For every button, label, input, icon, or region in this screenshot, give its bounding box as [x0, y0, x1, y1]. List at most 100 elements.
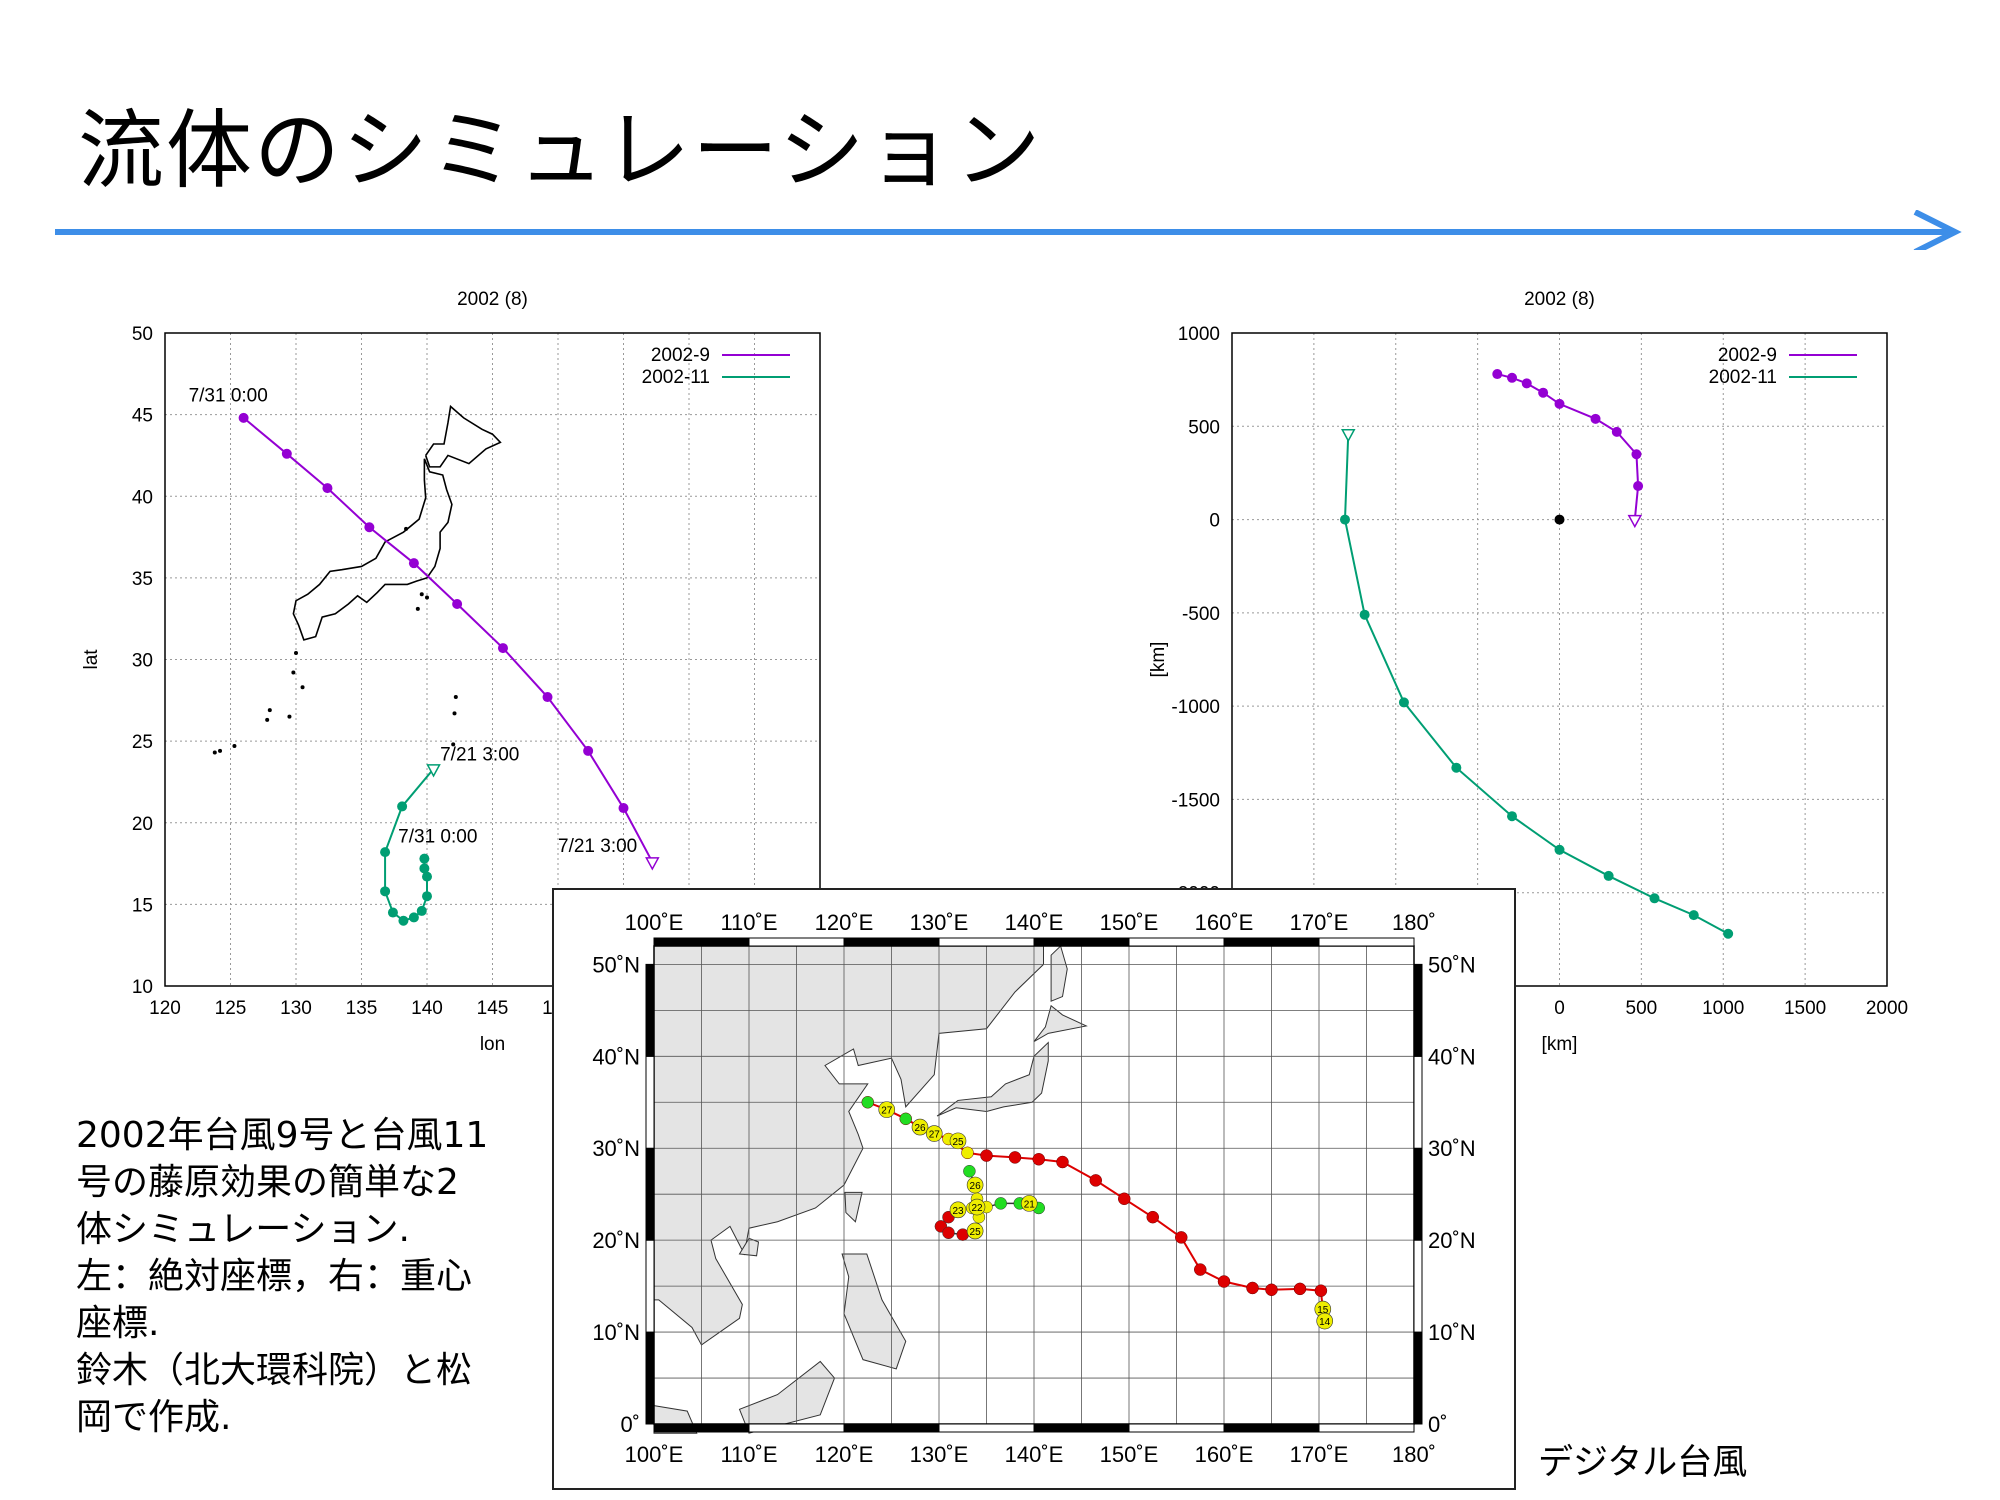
typhoon9-track-point: [1217, 1275, 1231, 1288]
day-label: 15: [1317, 1305, 1329, 1316]
x-axis-label: [km]: [1542, 1034, 1578, 1055]
day-label-marker: [1316, 1312, 1334, 1330]
map-lat-label: 50˚N: [592, 952, 640, 977]
data-point: [583, 745, 594, 756]
island-marker: [453, 695, 458, 700]
typhoon9-track-point: [861, 1096, 874, 1109]
land-island: [841, 1253, 907, 1370]
island-marker: [218, 748, 223, 753]
map-border-segment: [645, 963, 655, 1057]
island-marker: [212, 750, 217, 755]
land-island: [844, 1191, 863, 1223]
y-axis-label: [km]: [1148, 642, 1169, 678]
day-label-marker: [966, 1222, 984, 1240]
data-point: [1723, 928, 1734, 939]
island-marker: [294, 650, 298, 655]
map-lon-label: 130˚E: [910, 1442, 969, 1467]
day-label: 23: [952, 1206, 964, 1217]
map-lat-label: 0˚: [1428, 1412, 1448, 1437]
description-line: 左：絶対座標，右：重心: [76, 1256, 473, 1297]
x-tick-label: 120: [149, 998, 181, 1019]
map-lon-label: 110˚E: [720, 1442, 777, 1467]
plot-title: 2002 (8): [457, 289, 528, 310]
data-point: [542, 692, 553, 703]
map-lon-label: 150˚E: [1100, 1442, 1159, 1467]
y-axis-label: lat: [81, 649, 102, 670]
series-line-2002-11: [1343, 433, 1729, 935]
data-point: [380, 886, 391, 897]
typhoon9-track-point: [1118, 1192, 1131, 1206]
day-label: 21: [1024, 1199, 1036, 1210]
y-tick-label: 35: [132, 569, 153, 590]
data-point: [1554, 844, 1565, 855]
island-marker: [425, 595, 429, 600]
data-point: [422, 871, 432, 882]
day-label-marker: [968, 1198, 986, 1216]
day-label: 27: [881, 1106, 893, 1117]
data-point: [281, 448, 292, 459]
map-border-segment: [748, 937, 845, 947]
x-tick-label: 2000: [1866, 998, 1908, 1019]
map-border-segment: [645, 1147, 655, 1241]
data-point: [1688, 910, 1699, 921]
island-marker: [287, 714, 292, 719]
data-point: [1507, 372, 1518, 383]
data-point: [408, 558, 419, 569]
map-border-segment: [1413, 1331, 1423, 1425]
map-lat-label: 30˚N: [1428, 1136, 1476, 1161]
typhoon11-track-point: [994, 1197, 1007, 1210]
data-point: [322, 483, 333, 494]
x-tick-label: 145: [477, 998, 509, 1019]
map-border-segment: [1223, 937, 1320, 947]
description-line: 座標.: [76, 1303, 160, 1344]
x-axis-label: lon: [480, 1034, 505, 1055]
typhoon9-track-point: [1246, 1281, 1259, 1295]
title-underline-arrow: [55, 210, 1962, 250]
plot-frame: [164, 332, 821, 987]
day-label-marker: [949, 1132, 967, 1150]
description-line: 体シミュレーション.: [76, 1209, 411, 1250]
asia-landmass: [653, 945, 1044, 1346]
data-point: [1554, 398, 1565, 409]
map-lon-label: 140˚E: [1005, 1442, 1064, 1467]
map-border-segment: [938, 1423, 1035, 1433]
series-end-marker: [1627, 514, 1643, 529]
data-point: [416, 905, 427, 916]
map-lon-label: 160˚E: [1195, 910, 1254, 935]
day-label: 25: [970, 1227, 982, 1238]
day-label: 14: [1319, 1317, 1331, 1328]
data-point: [1521, 378, 1532, 389]
map-border-segment: [653, 937, 750, 947]
data-point: [397, 801, 408, 812]
map-border-segment: [748, 1423, 845, 1433]
island-marker: [265, 717, 270, 722]
map-caption: デジタル台風: [1538, 1443, 1748, 1483]
data-point: [1538, 387, 1549, 398]
map-lon-label: 100˚E: [625, 910, 684, 935]
map-lon-label: 160˚E: [1195, 1442, 1254, 1467]
x-tick-label: 130: [280, 998, 312, 1019]
day-label: 25: [952, 1137, 964, 1148]
data-point: [419, 863, 430, 874]
typhoon9-track-point: [1265, 1283, 1278, 1297]
barycenter-point: [1554, 514, 1565, 525]
map-border-segment: [1413, 1147, 1423, 1241]
y-tick-label: 40: [132, 487, 153, 508]
description-line: 号の藤原効果の簡単な2: [76, 1162, 459, 1203]
island-marker: [232, 744, 237, 749]
typhoon9-track-point: [961, 1146, 974, 1160]
island-marker: [451, 742, 456, 747]
land-island: [1050, 945, 1068, 1002]
map-lat-label: 20˚N: [592, 1228, 640, 1253]
series-end-marker: [645, 857, 660, 871]
day-label-marker: [1020, 1195, 1038, 1212]
data-point: [1398, 697, 1409, 708]
x-tick-label: 1000: [1702, 998, 1744, 1019]
data-point: [419, 853, 430, 864]
map-lon-label: 180˚: [1392, 1442, 1436, 1467]
map-lon-label: 170˚E: [1290, 910, 1349, 935]
description-line: 2002年台風9号と台風11: [76, 1115, 489, 1156]
data-point: [1507, 811, 1518, 822]
data-point: [1633, 480, 1644, 491]
data-point: [1339, 514, 1350, 525]
